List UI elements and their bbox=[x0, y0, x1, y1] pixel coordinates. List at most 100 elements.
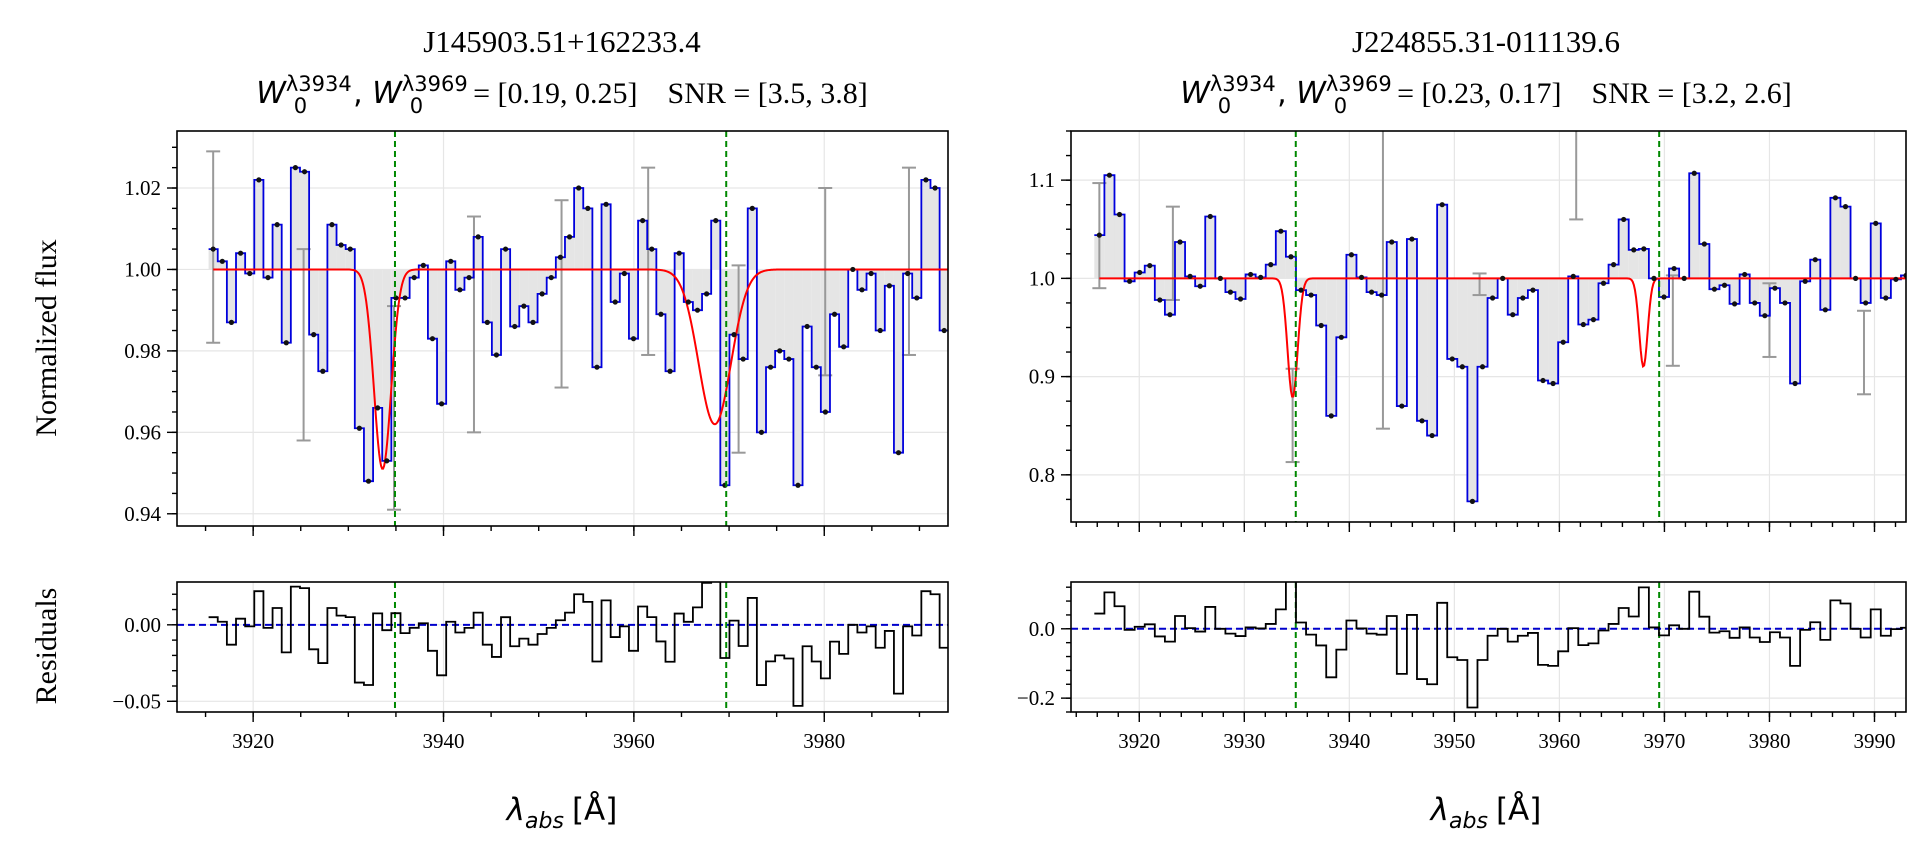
right-ew-values: = [0.23, 0.17] bbox=[1397, 77, 1561, 110]
flux-point bbox=[1701, 241, 1707, 247]
flux-point bbox=[1873, 220, 1879, 226]
flux-fill-bin bbox=[921, 179, 931, 270]
bottom-axes-frame bbox=[1070, 581, 1907, 713]
flux-fill-bin bbox=[1174, 242, 1186, 279]
flux-point bbox=[247, 270, 253, 277]
flux-fill-bin bbox=[519, 269, 529, 307]
right-ew-sup-2: λ3969 bbox=[1326, 72, 1392, 96]
bottom-plot-area bbox=[1071, 582, 1906, 709]
flux-point bbox=[219, 258, 225, 264]
flux-fill-bin bbox=[875, 269, 885, 331]
flux-fill-bin bbox=[327, 224, 337, 270]
flux-point bbox=[932, 185, 938, 191]
bottom-ytick-label-0: −0.05 bbox=[112, 689, 161, 713]
xtick-label-3: 3950 bbox=[1433, 729, 1475, 753]
flux-point bbox=[978, 218, 983, 223]
xtick-label-7: 3990 bbox=[1853, 729, 1895, 753]
flux-fill-bin bbox=[1911, 237, 1921, 278]
flux-fill-bin bbox=[1921, 278, 1931, 296]
flux-point bbox=[658, 311, 664, 317]
flux-fill-bin bbox=[1275, 231, 1286, 279]
flux-fill-bin bbox=[656, 269, 666, 315]
flux-point bbox=[475, 234, 481, 240]
flux-point bbox=[502, 246, 509, 252]
left-ew-sub-2: 0 bbox=[410, 94, 423, 118]
flux-fill-bin bbox=[1366, 278, 1377, 293]
flux-point bbox=[1510, 312, 1516, 318]
flux-point bbox=[457, 287, 463, 293]
left-ew-symbol-2: W bbox=[372, 76, 403, 111]
flux-point bbox=[868, 270, 874, 277]
flux-point bbox=[1449, 356, 1455, 362]
right-snr: SNR = [3.2, 2.6] bbox=[1592, 77, 1792, 110]
flux-point bbox=[548, 274, 554, 281]
flux-fill-bin bbox=[1779, 278, 1791, 303]
flux-point bbox=[1731, 301, 1738, 307]
flux-fill-bin bbox=[985, 269, 994, 277]
flux-point bbox=[822, 409, 829, 415]
xtick-label-0: 3920 bbox=[232, 729, 274, 753]
flux-point bbox=[895, 450, 902, 456]
xtick-label-2: 3940 bbox=[1328, 729, 1370, 753]
flux-fill-bin bbox=[692, 269, 703, 311]
flux-fill-bin bbox=[1699, 243, 1710, 279]
flux-fill-bin bbox=[1558, 278, 1569, 343]
flux-fill-bin bbox=[958, 269, 967, 273]
flux-point bbox=[1661, 294, 1667, 300]
flux-fill-bin bbox=[1729, 278, 1740, 304]
flux-fill-bin bbox=[427, 269, 438, 339]
flux-point bbox=[1832, 195, 1839, 201]
left-snr: SNR = [3.5, 3.8] bbox=[668, 77, 868, 110]
flux-point bbox=[530, 319, 536, 325]
flux-point bbox=[987, 275, 992, 280]
flux-fill-bin bbox=[217, 261, 227, 270]
flux-fill-bin bbox=[610, 269, 620, 303]
right-xlabel-unit: [Å] bbox=[1496, 792, 1541, 828]
right-ew-sub-2: 0 bbox=[1334, 94, 1347, 118]
flux-point bbox=[1227, 289, 1234, 295]
flux-point bbox=[256, 177, 262, 183]
flux-fill-bin bbox=[290, 167, 300, 270]
flux-point bbox=[1711, 286, 1718, 292]
flux-point bbox=[1389, 239, 1395, 245]
flux-fill-bin bbox=[720, 269, 730, 486]
right-panel-ew-line: Wλ3934 0, Wλ3969 0 = [0.23, 0.17] SNR = [3.2… bbox=[1180, 72, 1792, 118]
flux-point bbox=[365, 478, 372, 484]
xtick-label-3: 3980 bbox=[803, 729, 845, 753]
flux-fill-bin bbox=[949, 212, 958, 269]
flux-point bbox=[1782, 300, 1788, 306]
flux-point bbox=[1157, 297, 1163, 303]
flux-fill-bin bbox=[400, 269, 410, 298]
flux-fill-bin bbox=[1628, 249, 1639, 279]
flux-point bbox=[576, 185, 582, 191]
flux-point bbox=[1348, 252, 1355, 258]
flux-point bbox=[1590, 317, 1597, 323]
flux-point bbox=[1187, 273, 1193, 279]
flux-point bbox=[777, 348, 783, 354]
flux-point bbox=[1883, 295, 1889, 301]
flux-point bbox=[466, 274, 472, 281]
flux-fill-bin bbox=[1004, 261, 1013, 269]
flux-point bbox=[1197, 283, 1203, 289]
flux-fill-bin bbox=[811, 269, 821, 368]
flux-step-line bbox=[1094, 172, 1906, 503]
flux-point bbox=[1924, 293, 1929, 298]
flux-point bbox=[274, 222, 280, 228]
flux-point bbox=[292, 165, 299, 171]
flux-point bbox=[960, 271, 965, 276]
flux-fill-bin bbox=[1427, 278, 1438, 436]
top-ytick-label-3: 1.00 bbox=[124, 257, 161, 281]
flux-point bbox=[1852, 275, 1859, 281]
model-curve bbox=[1099, 277, 1906, 398]
flux-point bbox=[1500, 275, 1506, 281]
flux-point bbox=[749, 205, 755, 211]
residual-step-line bbox=[1094, 582, 1906, 709]
right-panel-title: J224855.31-011139.6 bbox=[1352, 24, 1620, 59]
flux-point bbox=[301, 169, 308, 175]
flux-point bbox=[1520, 295, 1526, 301]
flux-fill-bin bbox=[564, 236, 575, 270]
flux-fill-bin bbox=[1578, 278, 1589, 325]
flux-point bbox=[1913, 235, 1918, 240]
flux-fill-bin bbox=[1285, 256, 1296, 279]
flux-fill-bin bbox=[510, 269, 520, 327]
